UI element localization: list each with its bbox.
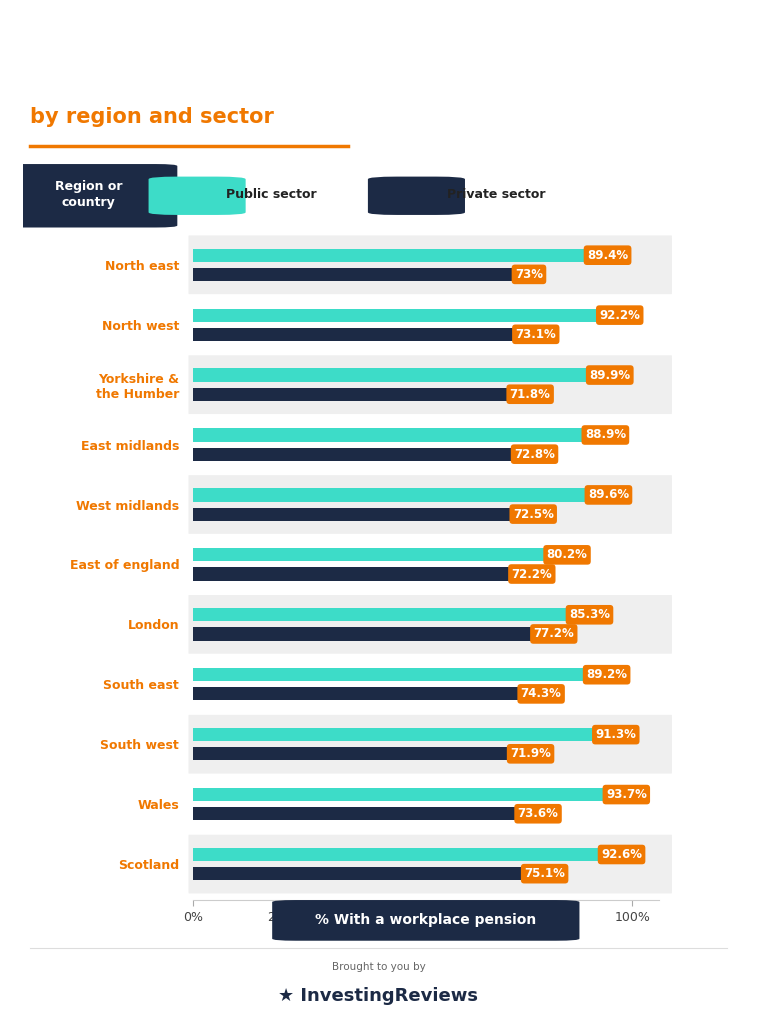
Bar	[193, 567, 510, 581]
Bar	[193, 848, 600, 861]
Bar	[193, 327, 514, 341]
Bar	[193, 747, 509, 761]
Text: 89.4%: 89.4%	[587, 249, 628, 261]
Bar	[193, 807, 516, 821]
Text: Percentage of employees enrolled: Percentage of employees enrolled	[30, 33, 435, 53]
Text: Region or
country: Region or country	[55, 180, 123, 208]
Text: 77.2%: 77.2%	[534, 627, 574, 641]
Text: 91.3%: 91.3%	[595, 728, 636, 741]
FancyBboxPatch shape	[2, 164, 177, 228]
FancyBboxPatch shape	[368, 177, 465, 215]
Bar	[193, 668, 585, 681]
Text: 73.1%: 73.1%	[516, 327, 556, 341]
FancyBboxPatch shape	[148, 177, 245, 215]
Bar	[193, 627, 532, 641]
FancyBboxPatch shape	[188, 775, 672, 834]
FancyBboxPatch shape	[188, 715, 672, 774]
Text: % With a workplace pension: % With a workplace pension	[315, 912, 537, 926]
FancyBboxPatch shape	[188, 595, 672, 654]
FancyBboxPatch shape	[188, 235, 672, 294]
Text: 89.6%: 89.6%	[588, 488, 629, 501]
Bar	[193, 267, 514, 281]
Text: 72.5%: 72.5%	[512, 507, 553, 521]
Text: 85.3%: 85.3%	[569, 608, 610, 621]
Bar	[193, 608, 568, 621]
Text: 73%: 73%	[515, 267, 543, 281]
Text: 75.1%: 75.1%	[524, 868, 565, 880]
Bar	[193, 488, 587, 501]
Bar	[193, 248, 586, 261]
Text: 80.2%: 80.2%	[547, 548, 587, 561]
Text: 89.2%: 89.2%	[586, 668, 627, 681]
Text: 74.3%: 74.3%	[521, 687, 562, 701]
FancyBboxPatch shape	[188, 355, 672, 414]
Text: ★ InvestingReviews: ★ InvestingReviews	[279, 986, 478, 1005]
Text: 71.8%: 71.8%	[509, 387, 550, 401]
FancyBboxPatch shape	[188, 415, 672, 474]
Bar	[193, 868, 523, 881]
Bar	[193, 507, 512, 521]
FancyBboxPatch shape	[188, 475, 672, 534]
Text: 72.8%: 72.8%	[514, 447, 555, 461]
Text: Private sector: Private sector	[447, 188, 546, 201]
Text: 88.9%: 88.9%	[585, 428, 626, 441]
Text: Brought to you by: Brought to you by	[332, 962, 425, 972]
Bar	[193, 308, 598, 321]
Text: 92.2%: 92.2%	[600, 308, 640, 321]
Text: 93.7%: 93.7%	[606, 788, 646, 801]
Text: 72.2%: 72.2%	[512, 567, 552, 581]
Text: Public sector: Public sector	[226, 188, 316, 201]
Bar	[193, 387, 509, 401]
Bar	[193, 728, 594, 741]
FancyBboxPatch shape	[188, 295, 672, 354]
Bar	[193, 687, 519, 701]
Text: 92.6%: 92.6%	[601, 848, 642, 861]
FancyBboxPatch shape	[188, 835, 672, 894]
FancyBboxPatch shape	[188, 655, 672, 714]
Bar	[193, 788, 605, 801]
Text: 71.9%: 71.9%	[510, 747, 551, 761]
Text: by region and sector: by region and sector	[30, 108, 274, 127]
Bar	[193, 368, 588, 381]
Text: 89.9%: 89.9%	[589, 368, 631, 381]
Bar	[193, 428, 584, 441]
Bar	[193, 548, 545, 561]
FancyBboxPatch shape	[188, 535, 672, 594]
Bar	[193, 447, 512, 461]
FancyBboxPatch shape	[273, 900, 579, 941]
Text: in a workplace pension: in a workplace pension	[30, 70, 301, 89]
Text: 73.6%: 73.6%	[518, 807, 559, 821]
